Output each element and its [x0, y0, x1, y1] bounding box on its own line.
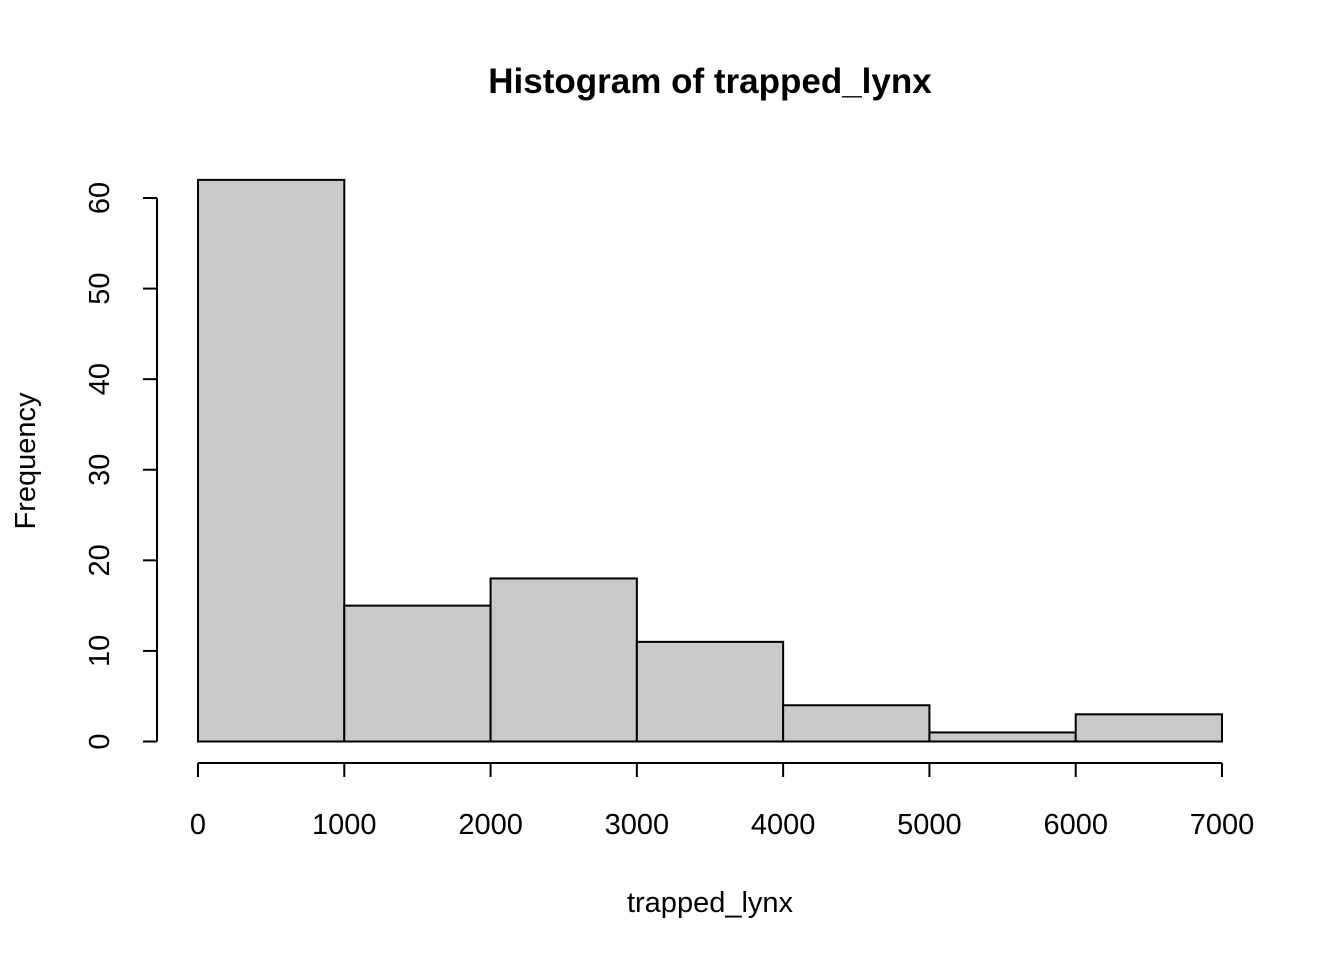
histogram-bar — [343, 604, 492, 743]
histogram-bar — [489, 577, 638, 743]
x-tick-label: 3000 — [605, 809, 670, 841]
x-tick-label: 6000 — [1043, 809, 1108, 841]
y-tick-label: 10 — [84, 635, 116, 667]
bars-group — [197, 178, 1223, 743]
y-tick-label: 0 — [84, 733, 116, 749]
histogram-bar — [1074, 713, 1223, 743]
histogram-bar — [197, 178, 346, 743]
y-tick-label: 20 — [84, 544, 116, 576]
x-tick-label: 0 — [190, 809, 206, 841]
x-tick-label: 1000 — [312, 809, 377, 841]
x-tick-label: 2000 — [458, 809, 523, 841]
y-axis-label: Frequency — [10, 392, 42, 530]
chart-title: Histogram of trapped_lynx — [488, 62, 932, 101]
y-axis: 0 10 20 30 40 50 60 — [84, 182, 158, 750]
y-tick-label: 60 — [84, 182, 116, 214]
histogram-bar — [782, 704, 931, 743]
x-tick-label: 5000 — [897, 809, 962, 841]
y-tick-label: 50 — [84, 272, 116, 304]
x-axis-label: trapped_lynx — [627, 887, 794, 919]
histogram-bar — [635, 640, 785, 743]
x-tick-label: 4000 — [751, 809, 816, 841]
y-tick-label: 40 — [84, 363, 116, 395]
y-tick-label: 30 — [84, 454, 116, 486]
histogram-bar — [928, 731, 1077, 743]
x-axis: 0 1000 2000 3000 4000 5000 6000 7000 — [190, 762, 1255, 841]
x-tick-label: 7000 — [1190, 809, 1255, 841]
